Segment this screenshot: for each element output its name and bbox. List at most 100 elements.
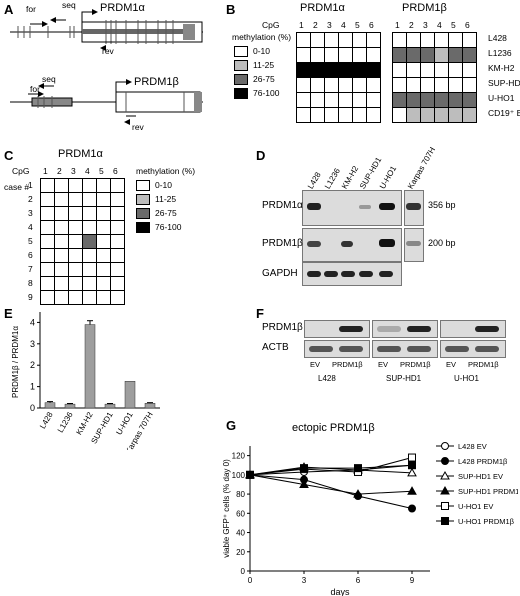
b-alpha-cell-r6-c2 (310, 107, 325, 123)
legend-b-label: 0-10 (253, 46, 271, 56)
b-beta-cell-r6-c1 (392, 107, 407, 123)
b-beta-cell-r2-c3 (420, 47, 435, 63)
b-alpha-cell-r1-c1 (296, 32, 311, 48)
b-beta-cell-r1-c2 (406, 32, 421, 48)
b-beta-cell-r4-c4 (434, 77, 449, 93)
c-cell-r7-c3 (68, 262, 83, 277)
c-cell-r2-c3 (68, 192, 83, 207)
b-alpha-cell-r1-c6 (366, 32, 381, 48)
legend-b-swatch (234, 88, 248, 100)
legend-b-item-3: 26-75 (234, 74, 279, 88)
legend-c-label: 76-100 (155, 222, 182, 232)
b-alpha-cell-r5-c1 (296, 92, 311, 108)
c-cell-r3-c2 (54, 206, 69, 221)
b-beta-cell-r5-c4 (434, 92, 449, 108)
x-tick-label: L1236 (56, 410, 75, 434)
primer-for-bottom: for (30, 84, 40, 94)
panel-label-a: A (4, 2, 14, 17)
bar-SUP-HD1 (104, 403, 116, 409)
b-alpha-cell-r2-c6 (366, 47, 381, 63)
blot-lane-ev: EV (378, 360, 389, 369)
c-cell-r3-c6 (110, 206, 125, 221)
case-number: 1 (28, 180, 33, 190)
c-cell-r4-c1 (40, 220, 55, 235)
case-number: 9 (28, 292, 33, 302)
cpg-number: 3 (71, 166, 76, 176)
legend-c-swatch (136, 194, 150, 206)
c-cell-r1-c3 (68, 178, 83, 193)
b-alpha-cell-r2-c5 (352, 47, 367, 63)
b-beta-cell-r6-c6 (462, 107, 477, 123)
gene-label-bottom: PRDM1β (134, 76, 179, 88)
bar-L428 (44, 402, 56, 409)
b-beta-cell-r4-c6 (462, 77, 477, 93)
b-alpha-cell-r2-c3 (324, 47, 339, 63)
gel-lane-label: Karpas 707H (406, 145, 438, 191)
c-cell-r2-c4 (82, 192, 97, 207)
cpg-number: 5 (99, 166, 104, 176)
data-point (300, 464, 308, 473)
bar-KM-H2 (84, 324, 96, 409)
c-cell-r8-c3 (68, 276, 83, 291)
data-point (299, 479, 309, 488)
gel-row-prdm1b: PRDM1β (262, 238, 303, 249)
c-cell-r5-c1 (40, 234, 55, 249)
cpg-label-b: CpG (262, 20, 280, 30)
c-cell-r5-c2 (54, 234, 69, 249)
cpg-number: 1 (395, 20, 400, 30)
b-beta-cell-r6-c2 (406, 107, 421, 123)
legend-c-label: 0-10 (155, 180, 173, 190)
b-alpha-cell-r5-c3 (324, 92, 339, 108)
gel-lane-label: L428 (306, 170, 323, 191)
y-tick-label: 0 (241, 567, 246, 576)
legend-c-swatch (136, 180, 150, 192)
b-alpha-cell-r3-c5 (352, 62, 367, 78)
b-beta-cell-r5-c1 (392, 92, 407, 108)
c-cell-r1-c6 (110, 178, 125, 193)
gel-row-gapdh: GAPDH (262, 268, 298, 279)
gel-prdm1b-karpas (404, 228, 424, 262)
primer-for-top: for (26, 4, 36, 14)
cell-line-label: KM-H2 (488, 63, 515, 73)
bar-U-HO1 (124, 381, 136, 409)
blot-prdm1b-L428 (304, 320, 370, 338)
methylation-grid-prdm1a (296, 32, 381, 123)
legend-c-item-4: 76-100 (136, 222, 181, 236)
b-beta-cell-r3-c4 (434, 62, 449, 78)
b-beta-cell-r4-c3 (420, 77, 435, 93)
b-alpha-cell-r5-c5 (352, 92, 367, 108)
series-line (249, 464, 413, 476)
c-cell-r1-c4 (82, 178, 97, 193)
cell-line-label: CD19⁺ B cells (488, 108, 520, 118)
b-beta-cell-r5-c6 (462, 92, 477, 108)
b-alpha-cell-r2-c4 (338, 47, 353, 63)
b-alpha-cell-r2-c1 (296, 47, 311, 63)
b-alpha-cell-r3-c1 (296, 62, 311, 78)
legend-b-label: 76-100 (253, 88, 280, 98)
c-cell-r8-c6 (110, 276, 125, 291)
case-number: 5 (28, 236, 33, 246)
x-tick-label: 6 (356, 576, 361, 585)
legend-b-swatch (234, 46, 248, 58)
gene-structure-diagram (10, 9, 203, 125)
legend-c-swatch (136, 208, 150, 220)
b-alpha-cell-r5-c2 (310, 92, 325, 108)
band-uho1-a (379, 203, 395, 210)
y-tick-label: 1 (30, 382, 35, 392)
c-cell-r4-c5 (96, 220, 111, 235)
cpg-marks-bottom (37, 92, 185, 112)
c-cell-r4-c4 (82, 220, 97, 235)
c-cell-r9-c3 (68, 290, 83, 305)
blot-lane-ev: EV (446, 360, 457, 369)
primer-seq-top: seq (62, 0, 76, 10)
c-cell-r5-c6 (110, 234, 125, 249)
x-axis-label: days (330, 587, 350, 596)
legend-c-item-3: 26-75 (136, 208, 181, 222)
size-marker-200: 200 bp (428, 238, 456, 248)
blot-row-actb: ACTB (262, 342, 289, 353)
c-cell-r5-c4 (82, 234, 97, 249)
series-line (249, 474, 413, 495)
b-alpha-cell-r3-c3 (324, 62, 339, 78)
b-alpha-cell-r4-c1 (296, 77, 311, 93)
c-cell-r9-c6 (110, 290, 125, 305)
